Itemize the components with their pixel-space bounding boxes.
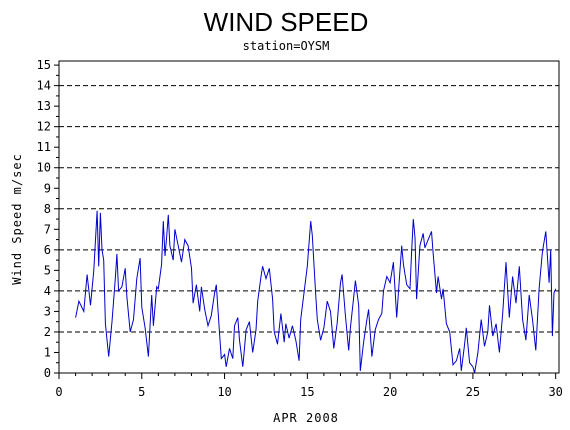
y-tick-label: 7	[44, 222, 51, 236]
series-line	[75, 210, 557, 374]
y-tick-label: 3	[44, 304, 51, 318]
y-tick-label: 13	[37, 99, 51, 113]
x-tick-label: 0	[55, 385, 62, 399]
x-tick-label: 10	[217, 385, 231, 399]
series-layer	[75, 210, 557, 374]
chart-subtitle: station=OYSM	[243, 39, 330, 53]
y-tick-label: 4	[44, 284, 51, 298]
y-tick-label: 0	[44, 366, 51, 380]
y-tick-label: 11	[37, 140, 51, 154]
y-axis-label: Wind Speed m/sec	[10, 153, 24, 285]
gridlines	[59, 85, 559, 374]
y-tick-label: 1	[44, 345, 51, 359]
y-tick-label: 2	[44, 325, 51, 339]
x-tick-label: 5	[138, 385, 145, 399]
y-tick-label: 12	[37, 120, 51, 134]
x-axis-label: APR 2008	[273, 411, 339, 425]
x-axis: 0 5 10 15 20 25 30	[55, 373, 563, 399]
y-tick-label: 6	[44, 243, 51, 257]
plot-frame	[58, 60, 560, 374]
x-tick-label: 25	[466, 385, 480, 399]
y-tick-label: 5	[44, 263, 51, 277]
y-tick-label: 8	[44, 202, 51, 216]
chart-title: WIND SPEED	[204, 7, 369, 37]
x-tick-label: 15	[300, 385, 314, 399]
y-tick-label: 14	[37, 79, 51, 93]
y-tick-label: 15	[37, 58, 51, 72]
x-tick-label: 30	[548, 385, 562, 399]
y-tick-label: 10	[37, 161, 51, 175]
x-tick-label: 20	[383, 385, 397, 399]
y-tick-label: 9	[44, 181, 51, 195]
